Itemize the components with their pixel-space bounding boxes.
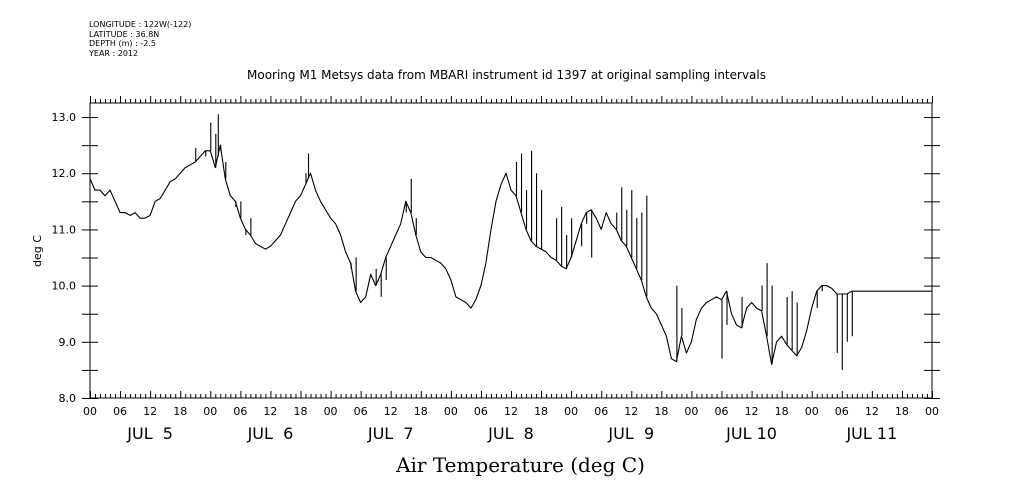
air-temperature-line — [89, 144, 932, 365]
x-day-label: JUL 9 — [607, 424, 654, 443]
y-tick-label: 9.0 — [59, 336, 77, 349]
x-day-label: JUL 7 — [367, 424, 414, 443]
x-day-label: JUL 6 — [247, 424, 294, 443]
x-tick-label: 00 — [203, 405, 217, 418]
x-tick-label: 00 — [684, 405, 698, 418]
x-tick-label: 06 — [113, 405, 127, 418]
longitude-text: LONGITUDE : 122W(-122) — [89, 20, 192, 29]
x-tick-label: 06 — [835, 405, 849, 418]
x-tick-label: 06 — [594, 405, 608, 418]
x-tick-label: 12 — [263, 405, 277, 418]
x-tick-label: 18 — [895, 405, 909, 418]
x-tick-label: 00 — [925, 405, 939, 418]
x-tick-label: 12 — [865, 405, 879, 418]
y-axis-label: deg C — [31, 235, 44, 267]
y-tick-label: 12.0 — [52, 167, 77, 180]
x-day-label: JUL 5 — [126, 424, 173, 443]
y-tick-label: 8.0 — [59, 392, 77, 405]
y-tick-label: 13.0 — [52, 111, 77, 124]
x-tick-label: 12 — [624, 405, 638, 418]
x-tick-label: 00 — [564, 405, 578, 418]
x-tick-label: 18 — [775, 405, 789, 418]
series-layer — [89, 114, 932, 370]
x-tick-label: 18 — [414, 405, 428, 418]
x-tick-label: 12 — [745, 405, 759, 418]
x-tick-label: 06 — [715, 405, 729, 418]
y-tick-label: 11.0 — [52, 223, 77, 236]
x-day-label: JUL 10 — [725, 424, 777, 443]
axis-ticks — [82, 96, 940, 399]
x-tick-label: 06 — [474, 405, 488, 418]
x-tick-label: 12 — [504, 405, 518, 418]
x-tick-label: 00 — [444, 405, 458, 418]
x-tick-label: 00 — [324, 405, 338, 418]
x-tick-label: 18 — [173, 405, 187, 418]
x-tick-label: 00 — [83, 405, 97, 418]
x-tick-label: 18 — [534, 405, 548, 418]
x-tick-label: 12 — [143, 405, 157, 418]
chart-title: Mooring M1 Metsys data from MBARI instru… — [247, 68, 766, 82]
x-tick-label: 18 — [294, 405, 308, 418]
metadata-block: LONGITUDE : 122W(-122) LATITUDE : 36.8N … — [89, 20, 191, 58]
x-day-label: JUL 8 — [487, 424, 534, 443]
x-tick-label: 00 — [805, 405, 819, 418]
axis-tick-labels: 00 06 12 18 00 06 12 18 00 06 12 18 00 06 12 18 00 06 12 18… — [52, 111, 940, 443]
x-axis-label: Air Temperature (deg C) — [396, 453, 645, 477]
latitude-text: LATITUDE : 36.8N — [89, 29, 160, 39]
year-text: YEAR : 2012 — [89, 48, 139, 58]
y-tick-label: 10.0 — [52, 280, 77, 293]
x-tick-label: 06 — [233, 405, 247, 418]
x-day-label: JUL 11 — [845, 424, 897, 443]
depth-text: DEPTH (m) : -2.5 — [89, 39, 156, 48]
x-tick-label: 18 — [654, 405, 668, 418]
x-tick-label: 06 — [354, 405, 368, 418]
x-tick-label: 12 — [384, 405, 398, 418]
